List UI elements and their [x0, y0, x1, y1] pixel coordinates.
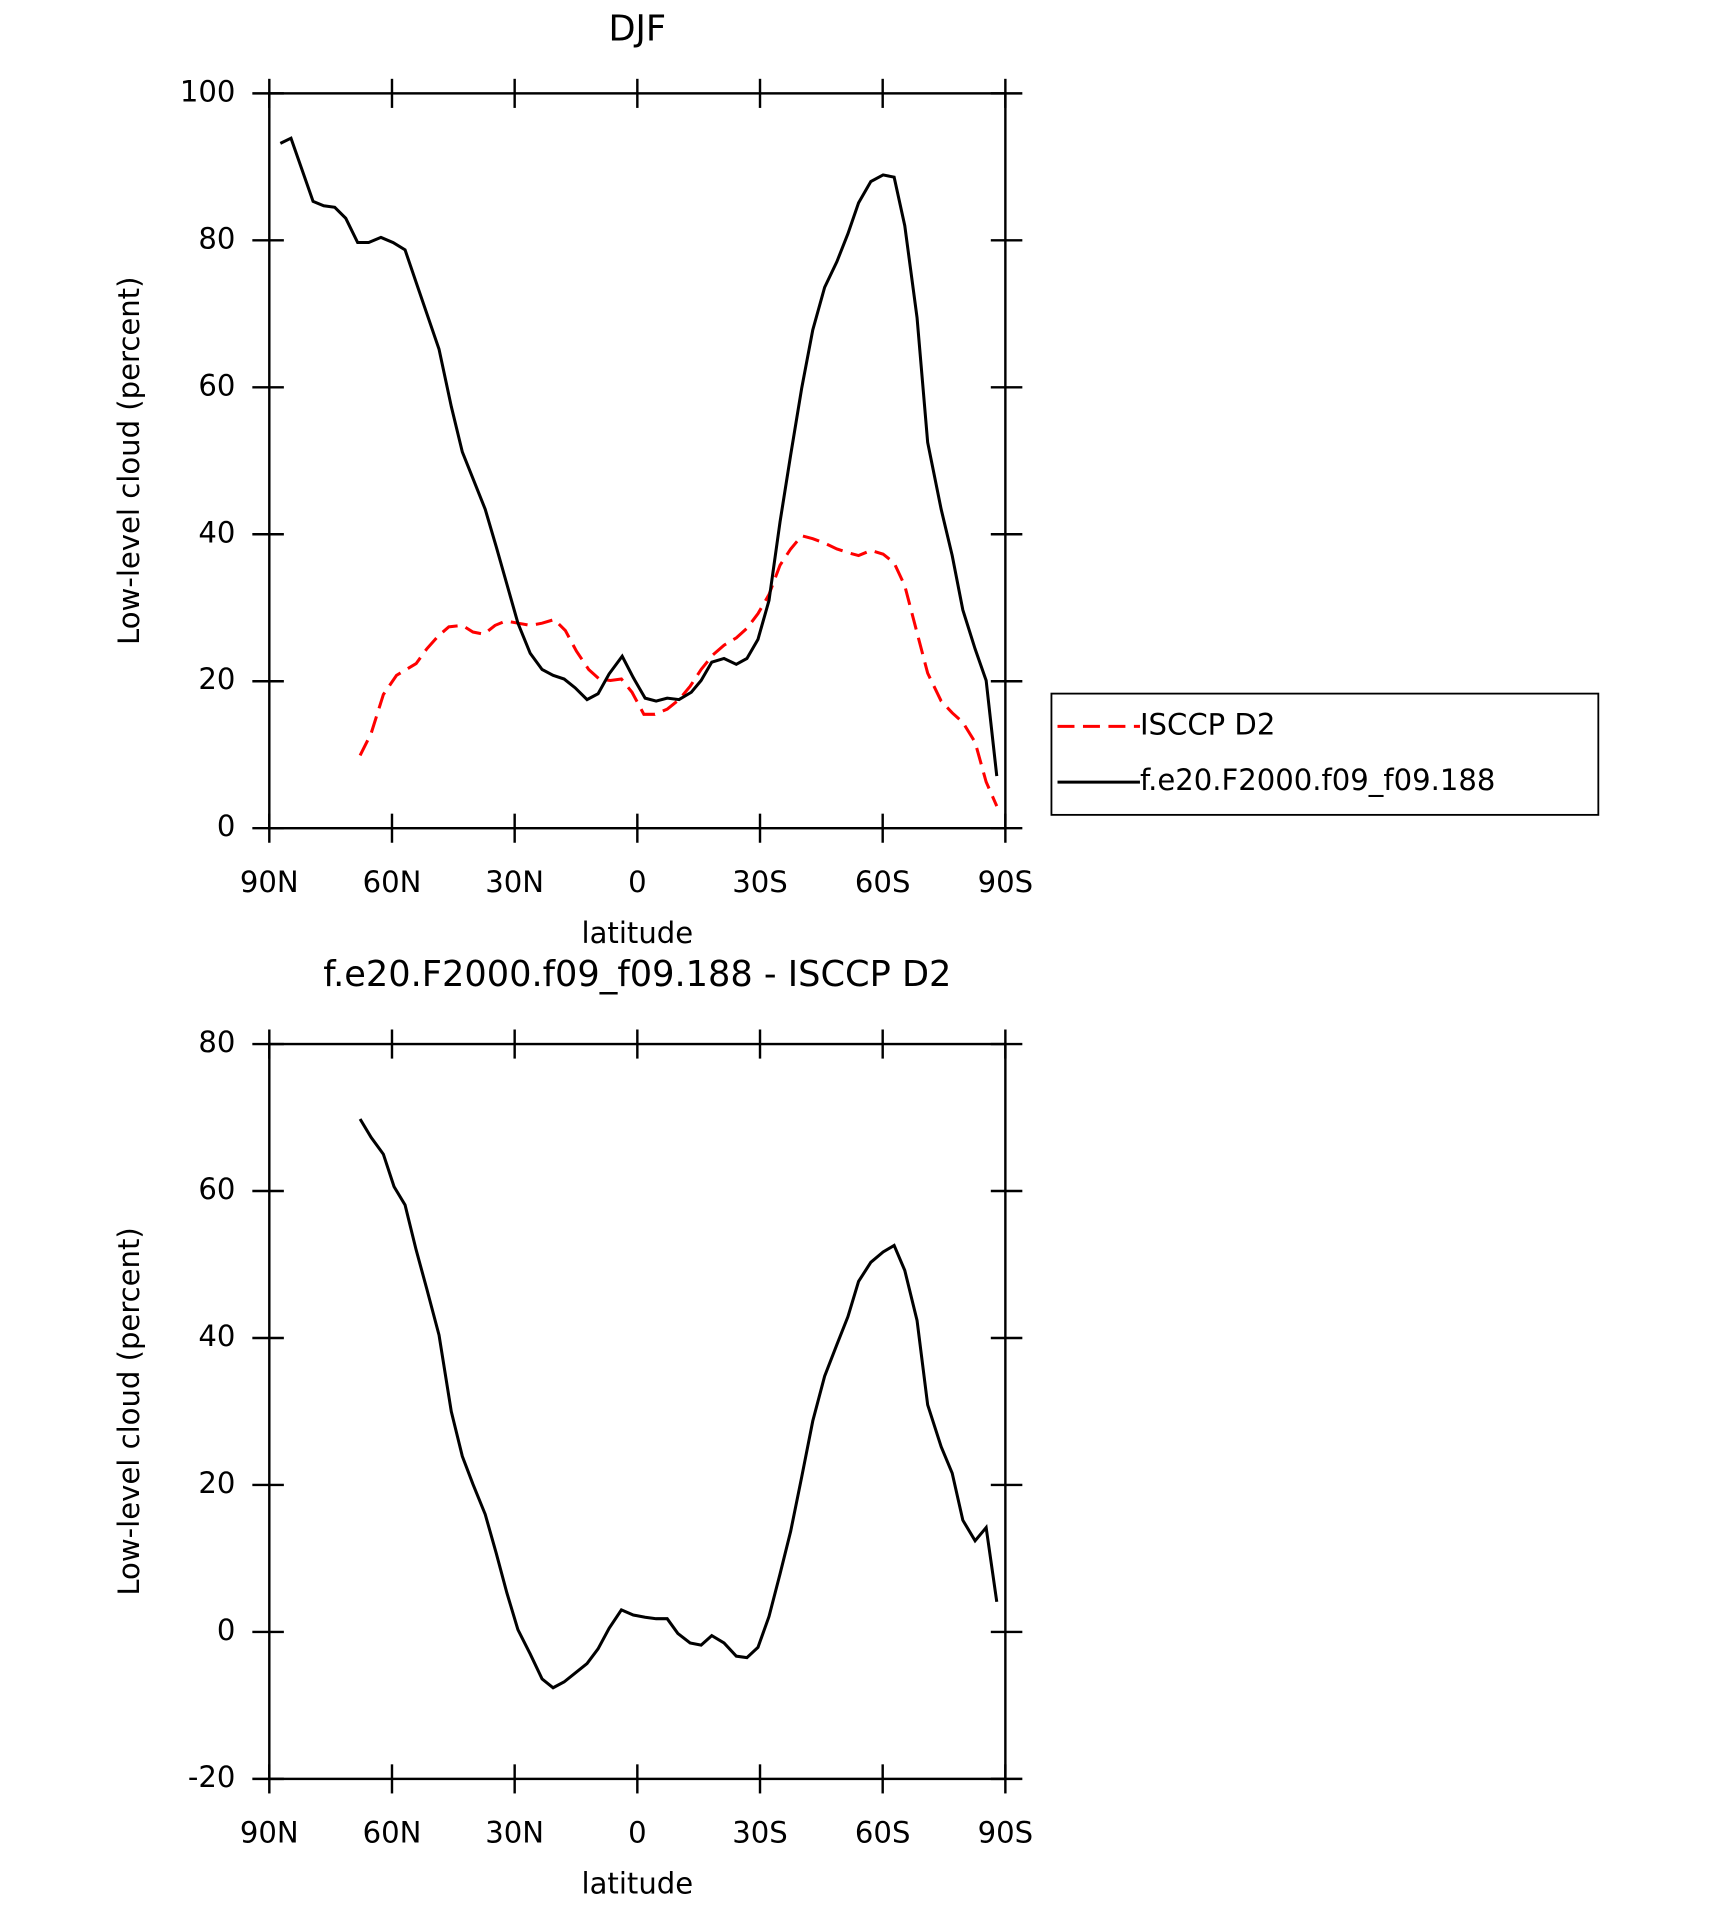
x-tick-label: 0	[628, 865, 647, 899]
x-tick-label: 0	[628, 1816, 647, 1850]
x-tick-label: 90S	[978, 1816, 1034, 1850]
y-tick-label: -20	[188, 1760, 236, 1794]
plot-frame	[268, 92, 1007, 830]
x-tick-label: 90N	[240, 865, 299, 899]
y-tick-label: 40	[198, 1319, 235, 1353]
y-tick-label: 100	[180, 74, 236, 108]
y-tick-label: 40	[198, 515, 235, 549]
y-tick-label: 60	[198, 1172, 235, 1206]
chart-title: f.e20.F2000.f09_f09.188 - ISCCP D2	[323, 954, 951, 995]
y-axis-label: Low-level cloud (percent)	[112, 1227, 146, 1595]
x-tick-label: 90N	[240, 1816, 299, 1850]
y-tick-label: 20	[198, 662, 235, 696]
x-tick-label: 60S	[855, 865, 911, 899]
y-axis-label: Low-level cloud (percent)	[112, 277, 146, 645]
legend: ISCCP D2 f.e20.F2000.f09_f09.188	[1050, 692, 1600, 816]
chart-title: DJF	[609, 8, 667, 49]
x-tick-label: 30S	[732, 865, 788, 899]
y-tick-label: 20	[198, 1466, 235, 1500]
legend-label: ISCCP D2	[1140, 707, 1275, 741]
y-tick-label: 80	[198, 1025, 235, 1059]
data-line	[358, 1118, 999, 1690]
x-tick-label: 30N	[485, 865, 544, 899]
x-tick-label: 60N	[363, 1816, 422, 1850]
x-axis-label: latitude	[582, 916, 694, 950]
x-tick-label: 30N	[485, 1816, 544, 1850]
y-tick-label: 0	[217, 1613, 236, 1647]
y-tick-label: 60	[198, 368, 235, 402]
x-tick-label: 60S	[855, 1816, 911, 1850]
x-tick-label: 90S	[978, 865, 1034, 899]
legend-box	[1050, 692, 1600, 816]
y-tick-label: 80	[198, 221, 235, 255]
plot-frame	[268, 1042, 1007, 1781]
y-tick-label: 0	[217, 809, 236, 843]
x-tick-label: 60N	[363, 865, 422, 899]
x-axis-label: latitude	[582, 1867, 694, 1901]
data-line	[279, 136, 999, 777]
data-line	[358, 534, 999, 807]
x-tick-label: 30S	[732, 1816, 788, 1850]
legend-label: f.e20.F2000.f09_f09.188	[1140, 763, 1495, 797]
